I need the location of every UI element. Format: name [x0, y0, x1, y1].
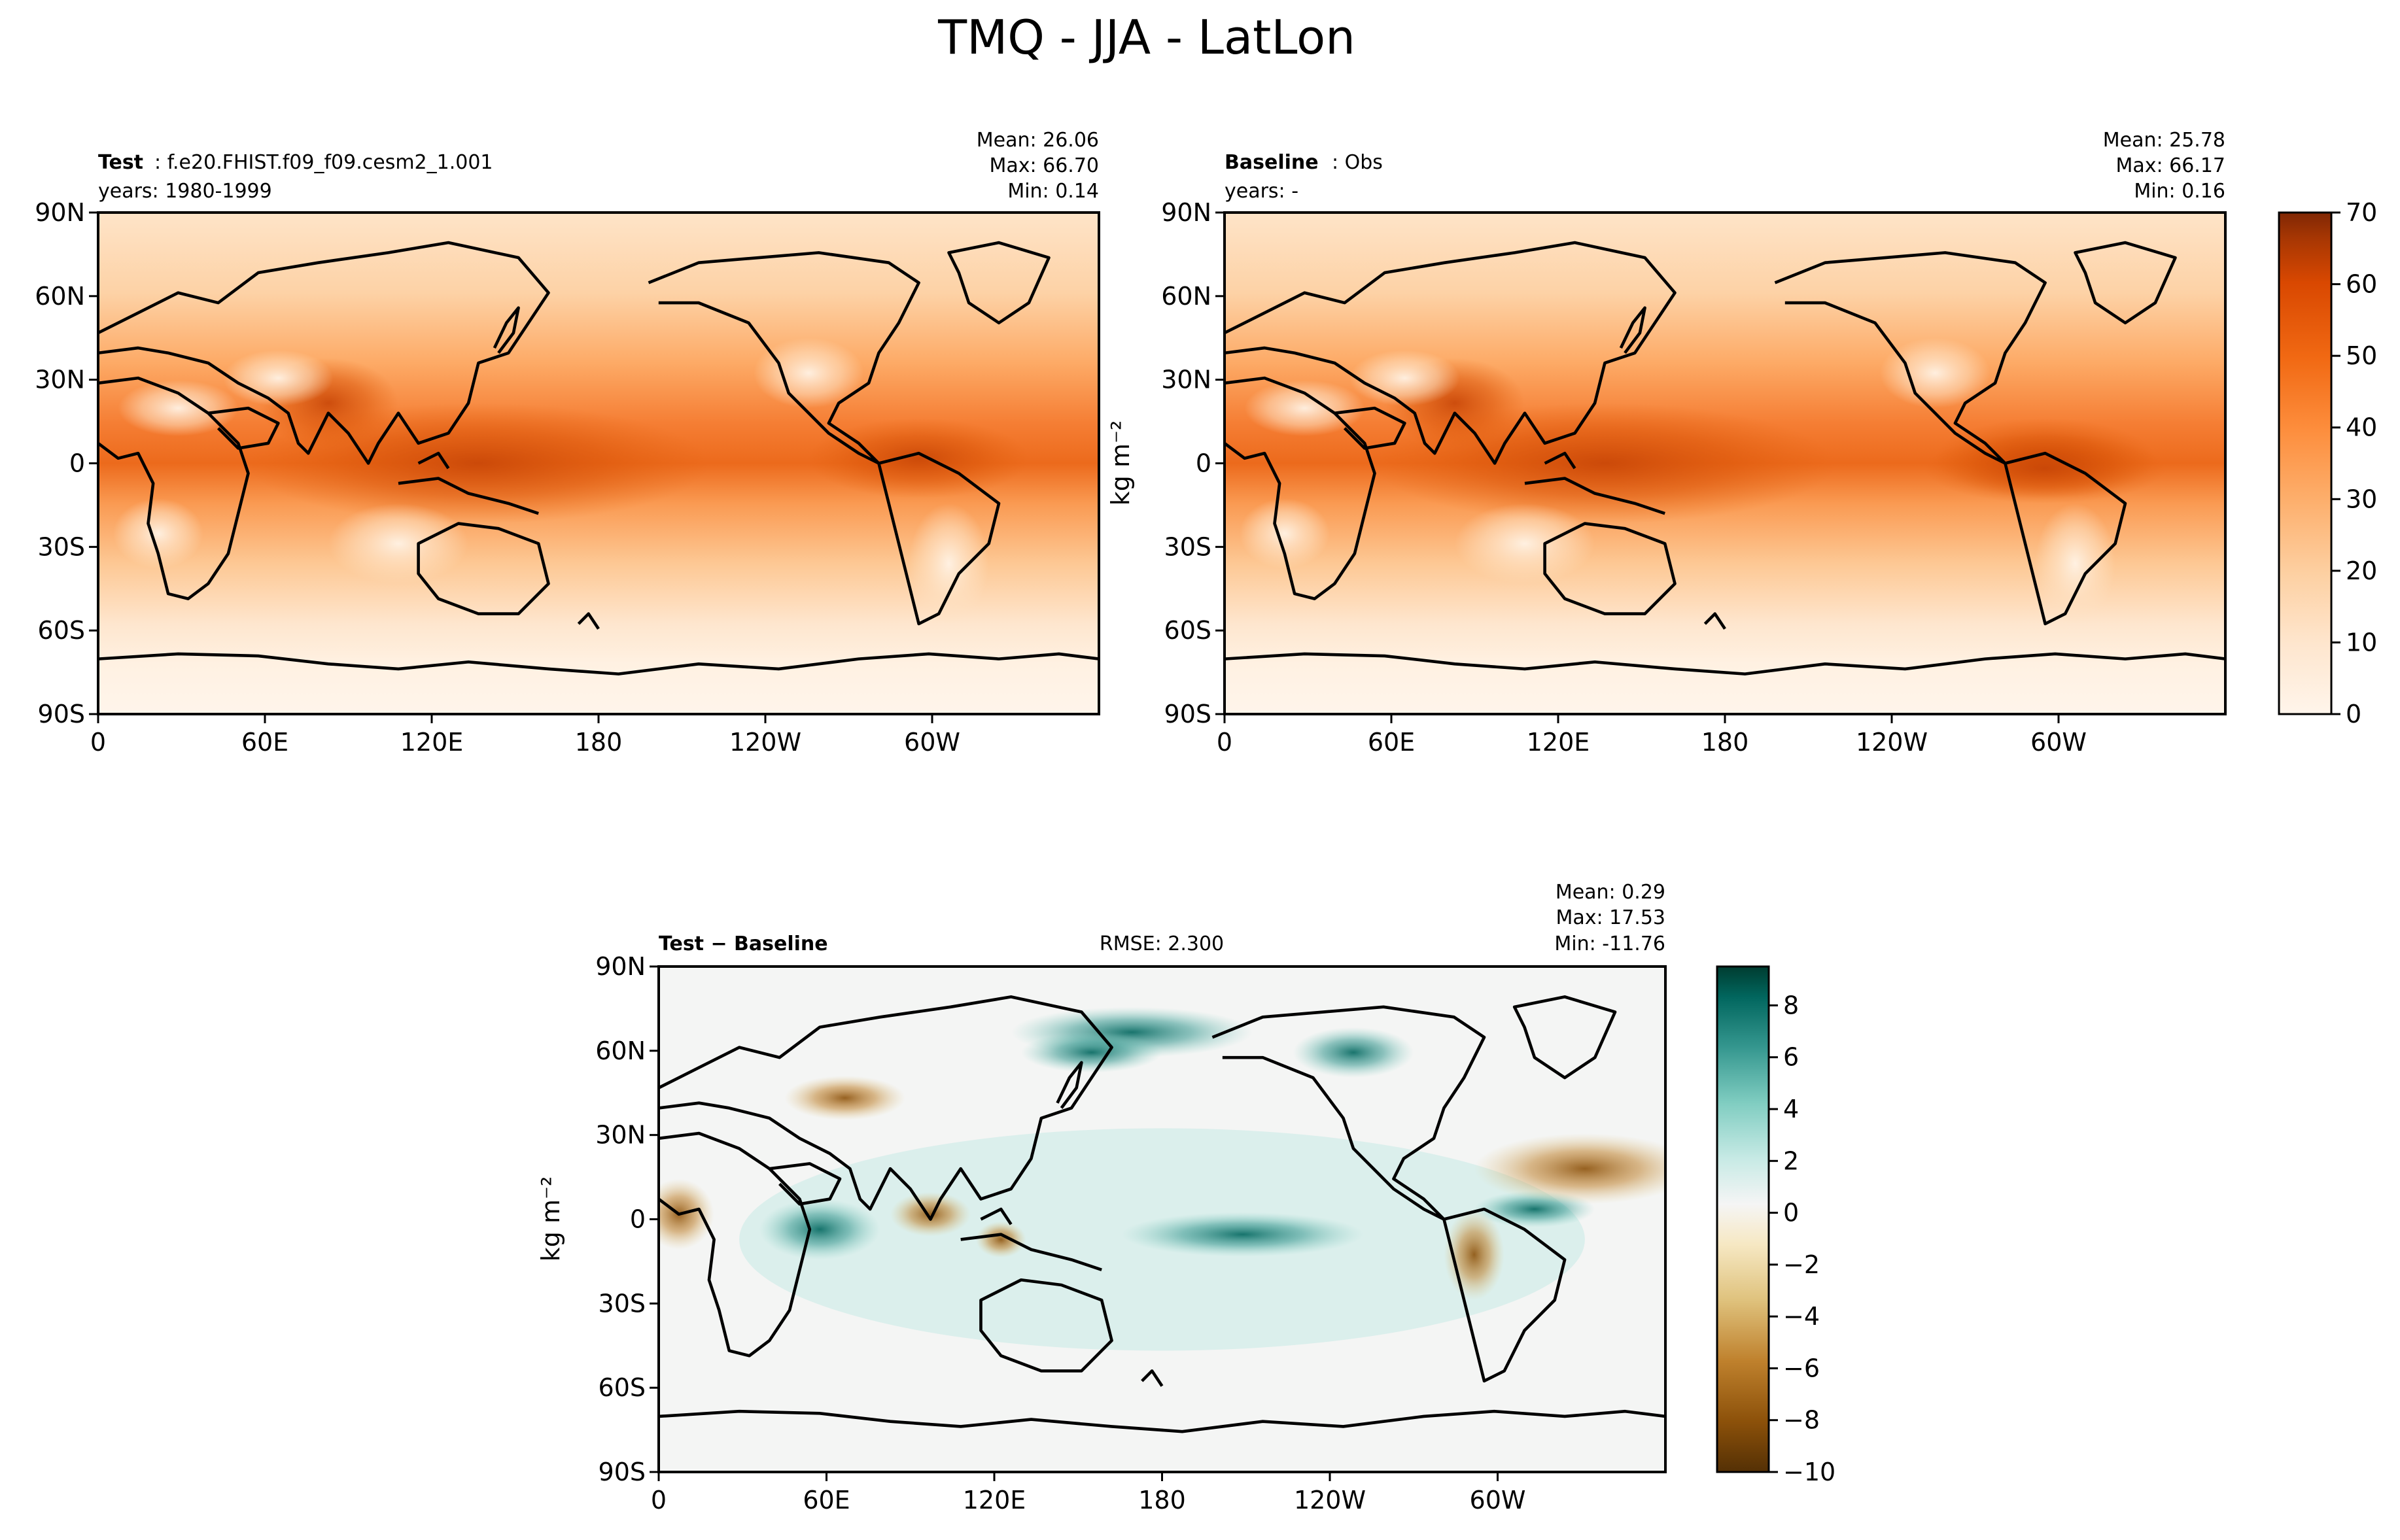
cbar-tick-label: −10 — [1783, 1458, 1835, 1486]
baseline-min: Min: 0.16 — [2134, 180, 2225, 203]
cbar-tick-label: 6 — [1783, 1043, 1799, 1072]
y-tick-label: 60S — [38, 616, 85, 645]
test-mean: Mean: 26.06 — [977, 129, 1099, 152]
cbar-tick-label: 20 — [2346, 556, 2377, 585]
x-tick-label: 120E — [963, 1486, 1026, 1514]
cbar-tick-label: 10 — [2346, 628, 2377, 657]
cbar-tick-label: 50 — [2346, 341, 2377, 370]
x-tick-label: 60E — [1368, 728, 1415, 757]
baseline-cbar-label: kg m⁻² — [1106, 420, 1135, 506]
cbar-tick-label: −8 — [1783, 1406, 1820, 1435]
y-tick-label: 30S — [38, 532, 85, 561]
cbar-tick-label: 70 — [2346, 198, 2377, 227]
y-tick-label: 60S — [599, 1373, 646, 1402]
diff-map — [659, 967, 1665, 1472]
x-tick-label: 60E — [241, 728, 288, 757]
y-tick-label: 90S — [599, 1458, 646, 1486]
diff-min: Min: -11.76 — [1554, 933, 1665, 955]
baseline-label-rest: : Obs — [1332, 151, 1383, 174]
cbar-tick-label: −2 — [1783, 1250, 1820, 1279]
figure-title: TMQ - JJA - LatLon — [937, 10, 1355, 65]
cbar-tick-label: −6 — [1783, 1354, 1820, 1382]
test-years: years: 1980-1999 — [98, 180, 272, 203]
diff-colorbar — [1716, 965, 1770, 1473]
cbar-tick-label: 40 — [2346, 413, 2377, 442]
x-tick-label: 60E — [803, 1486, 850, 1514]
x-tick-label: 180 — [575, 728, 623, 757]
y-tick-label: 30N — [35, 366, 85, 394]
test-min: Min: 0.14 — [1007, 180, 1099, 203]
y-tick-label: 30N — [1161, 366, 1211, 394]
x-tick-label: 120W — [729, 728, 801, 757]
cbar-tick-label: 2 — [1783, 1146, 1799, 1175]
diff-max: Max: 17.53 — [1556, 906, 1665, 929]
baseline-label-bold: Baseline — [1225, 151, 1319, 174]
y-tick-label: 90S — [38, 700, 85, 728]
baseline-colorbar — [2278, 211, 2333, 715]
panel-baseline: Baseline : Obs years: - Mean: 25.78 Max:… — [1106, 129, 2377, 757]
x-tick-label: 120E — [1527, 728, 1590, 757]
y-tick-label: 60N — [35, 282, 85, 311]
cbar-tick-label: 4 — [1783, 1095, 1799, 1123]
diff-rmse: RMSE: 2.300 — [1100, 933, 1224, 955]
x-tick-label: 0 — [651, 1486, 667, 1514]
diff-ylabel: kg m⁻² — [536, 1176, 565, 1262]
baseline-years: years: - — [1225, 180, 1298, 203]
y-tick-label: 60N — [595, 1036, 646, 1065]
y-tick-label: 30S — [1164, 532, 1211, 561]
cbar-tick-label: 0 — [2346, 700, 2361, 728]
x-tick-label: 120W — [1294, 1486, 1366, 1514]
diff-mean: Mean: 0.29 — [1556, 881, 1665, 904]
baseline-max: Max: 66.17 — [2115, 154, 2225, 177]
y-tick-label: 0 — [630, 1205, 646, 1234]
cbar-tick-label: 0 — [1783, 1199, 1799, 1227]
x-tick-label: 0 — [1217, 728, 1232, 757]
y-tick-label: 90N — [1161, 198, 1211, 227]
cbar-tick-label: 8 — [1783, 991, 1799, 1019]
test-label-bold: Test — [98, 151, 143, 174]
y-tick-label: 0 — [1196, 449, 1211, 478]
y-tick-label: 60N — [1161, 282, 1211, 311]
baseline-mean: Mean: 25.78 — [2103, 129, 2225, 152]
y-tick-label: 90S — [1164, 700, 1211, 728]
cbar-tick-label: 30 — [2346, 485, 2377, 513]
test-max: Max: 66.70 — [989, 154, 1099, 177]
y-tick-label: 90N — [35, 198, 85, 227]
x-tick-label: 180 — [1701, 728, 1749, 757]
x-tick-label: 60W — [2030, 728, 2087, 757]
panel-difference: Test − Baseline RMSE: 2.300 Mean: 0.29 M… — [536, 881, 1835, 1514]
test-map — [98, 213, 1099, 714]
panel-test: Test : f.e20.FHIST.f09_f09.cesm2_1.001 y… — [35, 129, 1100, 757]
y-tick-label: 30N — [595, 1121, 646, 1150]
x-tick-label: 60W — [904, 728, 960, 757]
x-tick-label: 60W — [1470, 1486, 1526, 1514]
y-tick-label: 0 — [69, 449, 85, 478]
diff-label-bold: Test − Baseline — [659, 933, 828, 955]
x-tick-label: 120W — [1856, 728, 1928, 757]
y-tick-label: 90N — [595, 952, 646, 981]
y-tick-label: 60S — [1164, 616, 1211, 645]
x-tick-label: 120E — [400, 728, 464, 757]
x-tick-label: 180 — [1138, 1486, 1186, 1514]
y-tick-label: 30S — [599, 1289, 646, 1318]
x-tick-label: 0 — [90, 728, 106, 757]
test-label-rest: : f.e20.FHIST.f09_f09.cesm2_1.001 — [154, 151, 493, 174]
cbar-tick-label: −4 — [1783, 1302, 1820, 1331]
cbar-tick-label: 60 — [2346, 270, 2377, 299]
baseline-map — [1225, 213, 2225, 714]
